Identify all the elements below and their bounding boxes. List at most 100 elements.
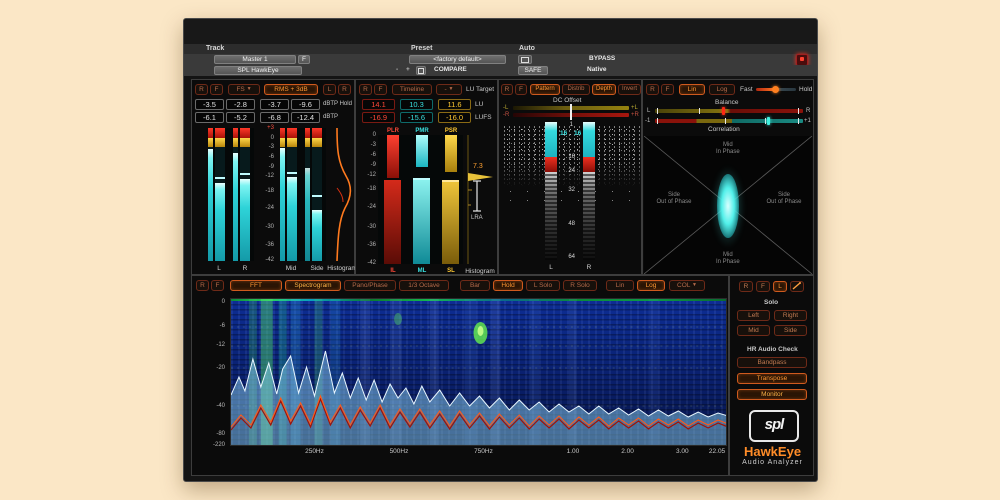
value-pmr: 10.3 xyxy=(400,99,433,110)
lra-label: LRA xyxy=(471,215,483,221)
meter-scale: +3 0 -3 -6 -9 -12 -18 -24 -30 -36 -42 xyxy=(265,125,274,263)
slider-knob[interactable] xyxy=(772,86,779,93)
fs-dropdown[interactable]: FS ▼ xyxy=(228,84,260,95)
third-octave-button[interactable]: 1/3 Octave xyxy=(399,280,449,291)
fft-button[interactable]: FFT xyxy=(230,280,282,291)
spectrogram-button[interactable]: Spectrogram xyxy=(285,280,341,291)
lu-label: LU xyxy=(475,101,484,108)
gonio-left-label: Side Out of Phase xyxy=(656,192,692,205)
reset-button[interactable]: R xyxy=(359,84,372,95)
ballistics-slider[interactable] xyxy=(756,86,796,93)
value-tp-hold-l: -3.7 xyxy=(260,99,289,110)
depth-button[interactable]: Depth xyxy=(592,84,616,95)
preset-select[interactable]: <factory default> xyxy=(409,55,506,64)
transpose-button[interactable]: Transpose xyxy=(737,373,807,384)
histogram-label: Histogram xyxy=(327,265,357,272)
bit-value-l: 16 xyxy=(560,130,568,137)
balance-l-label: L xyxy=(647,108,651,114)
reset-button[interactable]: R xyxy=(646,84,659,95)
balance-meter xyxy=(655,107,803,115)
value-ml: -15.6 xyxy=(400,112,433,123)
invert-button[interactable]: Invert xyxy=(618,84,641,95)
freeze-button[interactable]: F xyxy=(661,84,674,95)
solo-side-button[interactable]: Side xyxy=(774,325,807,336)
timeline-button[interactable]: Timeline xyxy=(392,84,432,95)
balance-r-label: R xyxy=(806,108,811,114)
channel-label-l: L xyxy=(217,265,221,272)
reset-button[interactable]: R xyxy=(739,281,753,292)
reset-button[interactable]: R xyxy=(195,84,208,95)
gonio-bottom-label: Mid In Phase xyxy=(716,252,740,265)
color-dropdown[interactable]: COL ▼ xyxy=(669,280,705,291)
value-rms-l: -6.1 xyxy=(195,112,224,123)
il-label: IL xyxy=(390,268,396,274)
right-channel-button[interactable]: R xyxy=(338,84,351,95)
channel-label-side: Side xyxy=(310,265,324,272)
reset-button[interactable]: R xyxy=(196,280,209,291)
reset-button[interactable]: R xyxy=(501,84,513,95)
compare-minus-button[interactable]: - xyxy=(396,66,399,73)
hold-button[interactable]: Hold xyxy=(493,280,523,291)
auto-header: Auto xyxy=(519,45,535,52)
track-f-button[interactable]: F xyxy=(298,55,310,64)
solo-left-button[interactable]: Left xyxy=(737,310,770,321)
meter-mode-button[interactable]: RMS + 3dB xyxy=(264,84,318,95)
bit-channel-l: L xyxy=(549,264,553,271)
log-button[interactable]: Log xyxy=(709,84,735,95)
fast-label: Fast xyxy=(740,86,753,93)
solo-label: Solo xyxy=(764,299,779,306)
freeze-button[interactable]: F xyxy=(210,84,223,95)
lin-button[interactable]: Lin xyxy=(606,280,634,291)
solo-mid-button[interactable]: Mid xyxy=(737,325,770,336)
distrib-button[interactable]: Distrib xyxy=(562,84,590,95)
compare-page-icon[interactable] xyxy=(416,66,426,75)
link-button[interactable]: L xyxy=(773,281,787,292)
lu-target-dropdown[interactable]: - ▼ xyxy=(436,84,462,95)
toolbar-row-2: SPL HawkEye - + COMPARE SAFE Native xyxy=(184,65,817,76)
safe-button[interactable]: SAFE xyxy=(518,66,548,75)
dbtp-label: dBTP xyxy=(323,114,339,120)
pano-phase-button[interactable]: Pano/Phase xyxy=(344,280,396,291)
bit-pattern-display xyxy=(502,125,640,187)
preset-save-icon[interactable] xyxy=(518,55,532,64)
edit-tool-button[interactable] xyxy=(790,281,804,292)
value-tp-hold-r: -9.6 xyxy=(291,99,320,110)
freeze-button[interactable]: F xyxy=(211,280,224,291)
gonio-right-label: Side Out of Phase xyxy=(766,192,802,205)
meter-midside-display xyxy=(280,128,326,261)
log-button[interactable]: Log xyxy=(637,280,665,291)
level-histogram-display xyxy=(336,128,352,261)
native-label: Native xyxy=(587,66,607,73)
compare-plus-button[interactable]: + xyxy=(406,66,410,73)
plugin-select[interactable]: SPL HawkEye xyxy=(214,66,302,75)
panel-monitoring: R F L Solo Left Right Mid Side HR Audio … xyxy=(729,275,814,476)
freeze-button[interactable]: F xyxy=(374,84,387,95)
goniometer-display: Mid In Phase Side Out of Phase Side Out of … xyxy=(644,136,812,274)
value-tp-r: -12.4 xyxy=(291,112,320,123)
r-solo-button[interactable]: R Solo xyxy=(563,280,597,291)
monitor-button[interactable]: Monitor xyxy=(737,389,807,400)
lra-value: 7.3 xyxy=(473,163,483,170)
product-name: HawkEye xyxy=(743,444,802,459)
plugin-window: Track Preset Auto Master 1 F <factory de… xyxy=(183,18,818,482)
bit-pattern-sparse xyxy=(502,187,640,209)
bypass-button[interactable]: BYPASS xyxy=(589,55,616,62)
solo-right-button[interactable]: Right xyxy=(774,310,807,321)
gonio-top-label: Mid In Phase xyxy=(716,142,740,155)
pattern-button[interactable]: Pattern xyxy=(530,84,560,95)
lin-button[interactable]: Lin xyxy=(679,84,705,95)
bandpass-button[interactable]: Bandpass xyxy=(737,357,807,368)
freeze-button[interactable]: F xyxy=(756,281,770,292)
hr-audio-check-label: HR Audio Check xyxy=(747,346,798,353)
panel-phase: R F Lin Log Fast Hold Balance L R -1 +1 … xyxy=(642,79,814,275)
l-solo-button[interactable]: L Solo xyxy=(526,280,560,291)
compare-button[interactable]: COMPARE xyxy=(434,66,467,73)
value-psr: 11.6 xyxy=(438,99,471,110)
value-peak-l: -3.5 xyxy=(195,99,224,110)
track-select[interactable]: Master 1 xyxy=(214,55,296,64)
sl-label: SL xyxy=(447,268,455,274)
left-channel-button[interactable]: L xyxy=(323,84,336,95)
freeze-button[interactable]: F xyxy=(515,84,527,95)
bar-button[interactable]: Bar xyxy=(460,280,490,291)
panel-level-meters: R F FS ▼ RMS + 3dB L R -3.5 -2.8 -3.7 -9… xyxy=(191,79,357,275)
